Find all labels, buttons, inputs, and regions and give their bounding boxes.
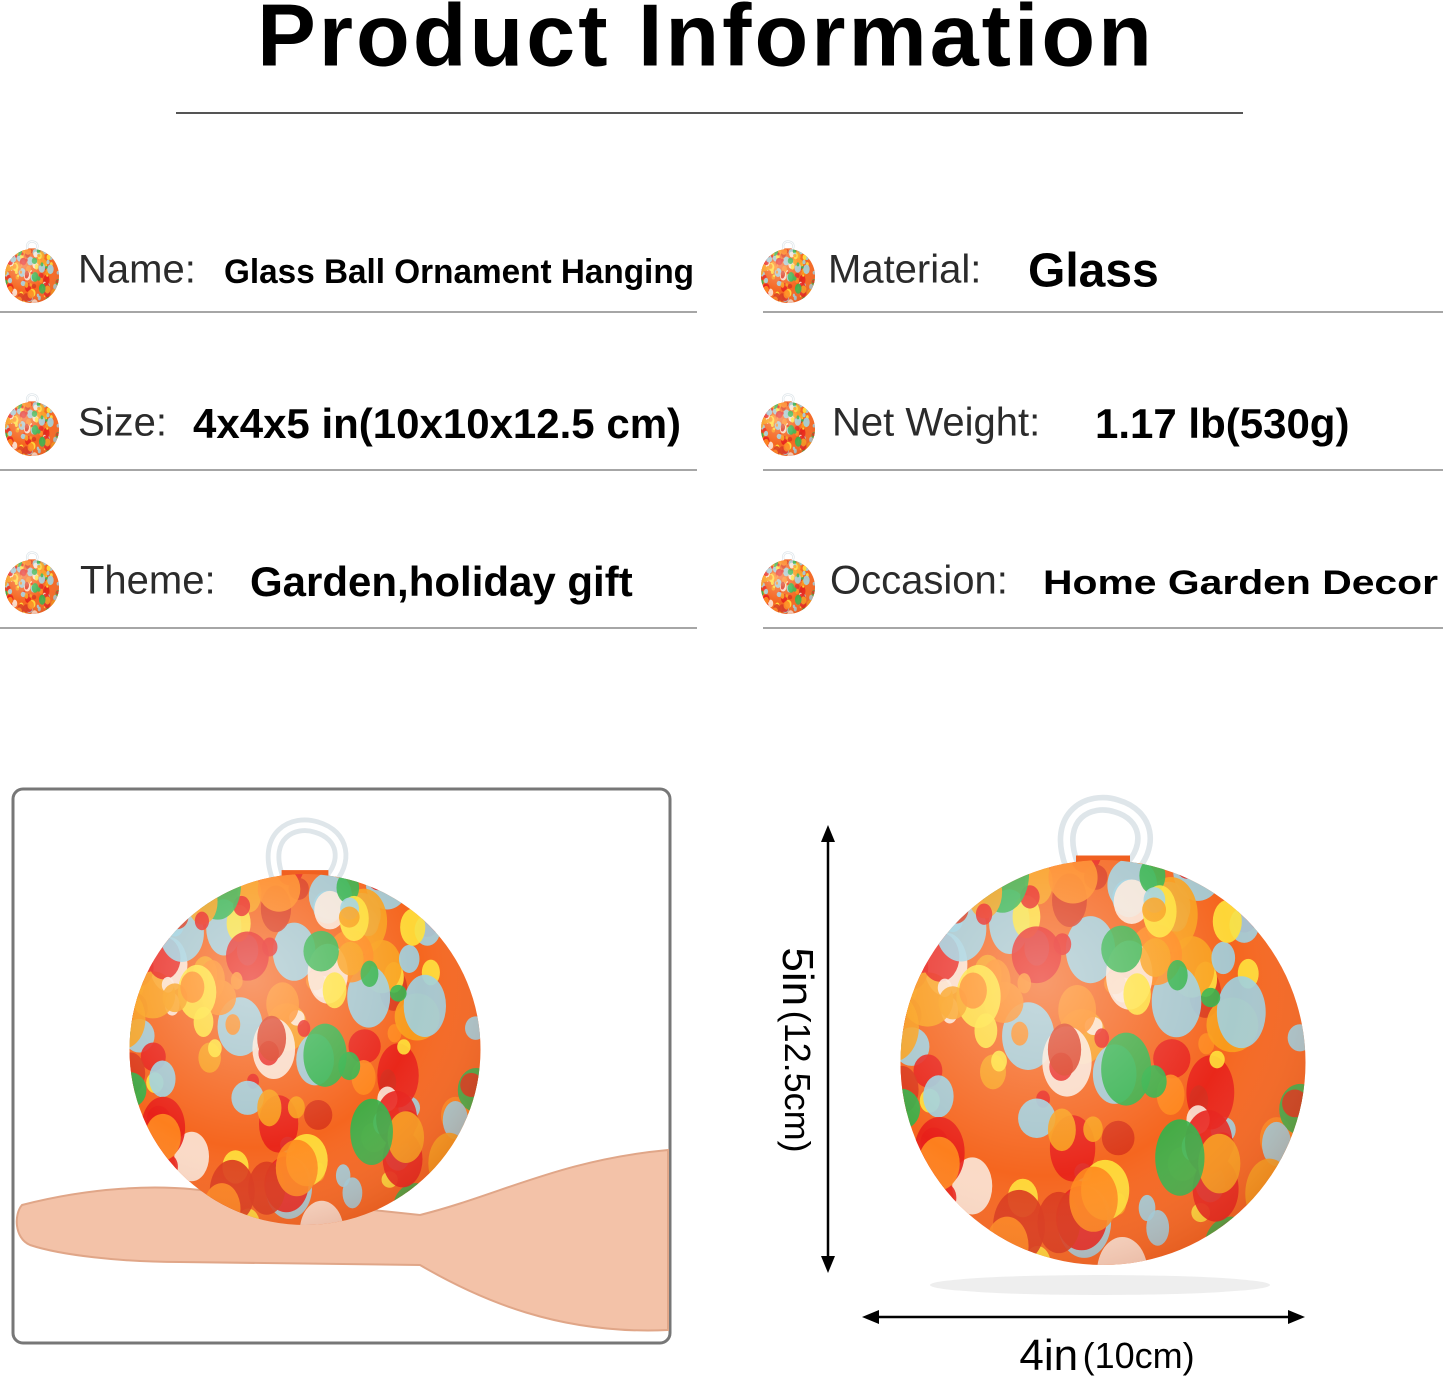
height-arrow [821,825,835,1273]
spec-label: Theme: [80,559,216,603]
spec-list: Name: Glass Ball Ornament Hanging Material… [0,242,1443,629]
spec-value: Glass [1028,245,1159,298]
spec-icon [0,553,63,620]
spec-value: 4x4x5 in(10x10x12.5 cm) [193,400,681,447]
spec-value: Home Garden Decor [1043,564,1438,602]
spec-icon [0,395,63,462]
page-title: Product Information [257,0,1155,84]
spec-value: 1.17 lb(530g) [1095,400,1349,447]
spec-label: Name: [78,248,196,292]
height-detail: (12.5cm) [777,1011,818,1153]
ornament-dimension [865,804,1336,1307]
spec-label: Occasion: [830,559,1008,603]
spec-icon [0,242,63,309]
width-arrow [862,1310,1305,1324]
shadow [930,1275,1270,1295]
spec-value: Glass Ball Ornament Hanging [224,253,694,291]
width-detail: (10cm) [1083,1335,1195,1376]
spec-value: Garden,holiday gift [250,558,633,605]
height-label: 5in (12.5cm) [773,947,822,1152]
spec-icon [756,395,819,462]
width-main: 4in [1019,1331,1078,1380]
spec-label: Net Weight: [832,401,1040,445]
spec-label: Material: [828,248,981,292]
spec-icon [756,553,819,620]
hand [15,1148,669,1332]
height-main: 5in [773,947,822,1006]
spec-label: Size: [78,401,167,445]
width-label: 4in (10cm) [1019,1331,1194,1380]
spec-icon [756,242,819,309]
